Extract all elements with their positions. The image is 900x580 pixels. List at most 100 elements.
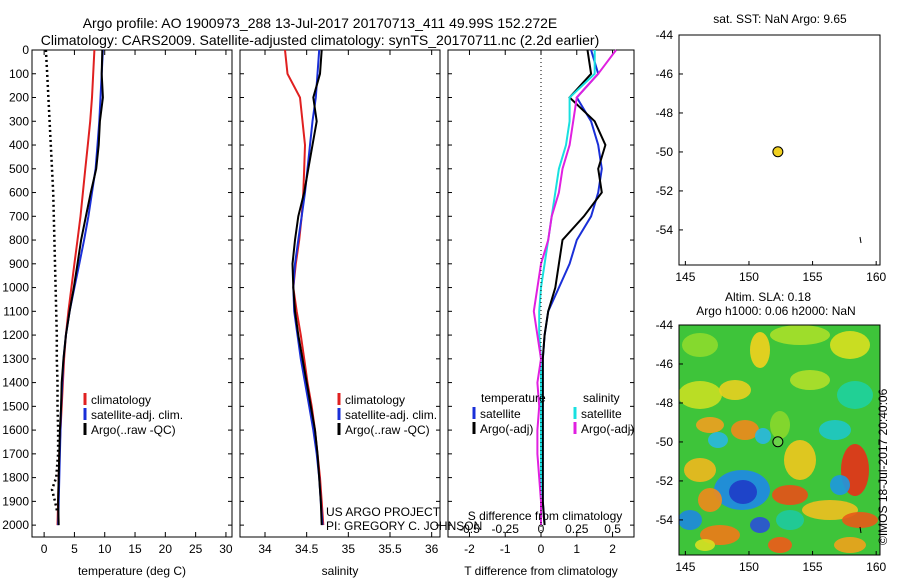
sla-anomaly [750,332,770,368]
sla-anomaly [830,331,870,359]
sla-anomaly [770,411,790,439]
y-tick-label: 1100 [3,304,29,318]
x-tick-label: 1 [573,542,580,556]
sla-anomaly [819,420,851,440]
y-tick-label: 400 [9,138,29,152]
x2-tick-label: 0.5 [604,522,621,536]
series-line [57,49,104,526]
x-axis-label: T difference from climatology [464,564,618,578]
watermark: ©IMOS 18-Jul-2017 20:40:06 [876,388,890,545]
y-tick-label: 600 [9,186,29,200]
x-tick-label: 30 [219,542,233,556]
y-tick-label: -52 [656,474,674,488]
temperature-plot: 0 5 10 15 20 25 300100200300400500600700800900… [2,43,233,578]
x-tick-label: 34.5 [295,542,319,556]
header-line-2: Climatology: CARS2009. Satellite-adjuste… [40,32,600,48]
sla-anomaly [842,512,878,528]
x-tick-label: 20 [159,542,173,556]
x-tick-label: 0 [538,542,545,556]
x2-tick-label: 0 [538,522,545,536]
y-tick-label: -46 [656,357,674,371]
legend-label: Argo(..raw -QC) [91,423,176,437]
sla-anomaly [784,440,816,480]
legend-label: Argo(..raw -QC) [345,423,430,437]
sla-anomaly [837,381,873,409]
map-title: Altim. SLA: 0.18 [725,290,811,304]
legend-label: satellite [480,407,521,421]
argo-position-marker [772,146,784,158]
x-tick-label: 160 [866,270,886,284]
y-tick-label: 300 [9,114,29,128]
salinity-plot: 34 34.5 35 35.5 36 salinity climatologysatelli… [239,49,441,578]
x-tick-label: 150 [739,560,759,574]
sla-anomaly [708,432,728,448]
y-tick-label: 1900 [2,494,29,508]
x-tick-label: 155 [803,560,823,574]
sla-anomaly [682,333,718,357]
y-tick-label: -44 [656,318,674,332]
map-title: sat. SST: NaN Argo: 9.65 [713,12,847,26]
y-tick-label: -44 [656,28,674,42]
sst-map: sat. SST: NaN Argo: 9.65 145 150 155 160 -44 -… [656,12,887,284]
coast-mark [859,526,862,534]
x-tick-label: 2 [609,542,616,556]
sla-anomaly [750,517,770,533]
sla-anomaly [729,480,757,504]
y-tick-label: 900 [9,257,29,271]
sla-anomaly [698,488,722,512]
difference-plot: -2 -1 0 1 2 T difference from climatology -0.5… [447,49,635,578]
y-tick-label: -54 [656,513,674,527]
legend-label: Argo(-adj) [480,422,533,436]
x-tick-label: 0 [41,542,48,556]
sla-anomaly [770,325,830,345]
series-line [57,49,104,526]
sla-anomaly [772,485,808,505]
x-tick-label: 155 [803,270,823,284]
y-tick-label: 1700 [2,447,29,461]
legend-label: Argo(-adj) [581,422,634,436]
series-line [538,50,596,526]
sla-anomaly [731,420,759,440]
y-tick-label: -48 [656,396,674,410]
sla-anomaly [679,510,702,530]
sla-anomaly [679,381,722,409]
x-tick-label: 36 [425,542,439,556]
y-tick-label: -50 [656,435,674,449]
sla-anomaly [695,539,715,551]
y-tick-label: 0 [22,43,29,57]
x-tick-label: 25 [189,542,203,556]
x-tick-label: 150 [739,270,759,284]
credit-pi: PI: GREGORY C. JOHNSON [326,519,482,533]
y-tick-label: 1500 [2,399,29,413]
x-tick-label: 35.5 [378,542,402,556]
sla-anomaly [802,500,858,520]
x-tick-label: 145 [675,560,695,574]
map-frame [678,34,881,266]
x-axis-label: temperature (deg C) [78,564,186,578]
legend-label: satellite-adj. clim. [345,408,437,422]
y-tick-label: 1300 [2,352,29,366]
x-tick-label: 35 [342,542,356,556]
y-tick-label: 2000 [2,518,29,532]
credit-project: US ARGO PROJECT [326,505,441,519]
map-subtitle: Argo h1000: 0.06 h2000: NaN [696,304,855,318]
x2-tick-label: 0.25 [565,522,589,536]
y-tick-label: 1000 [2,281,29,295]
plot-frame [31,49,233,538]
series-line [44,49,60,514]
plot-frame [239,49,441,538]
sla-anomaly [834,537,866,553]
y-tick-label: -54 [656,223,674,237]
series-line [56,49,96,526]
y-tick-label: -46 [656,67,674,81]
sla-anomaly [830,475,850,495]
y-tick-label: -52 [656,184,674,198]
x-tick-label: -2 [464,542,475,556]
series-line [291,49,323,526]
y-tick-label: 1400 [2,376,29,390]
x-axis-label: salinity [322,564,359,578]
x-tick-label: -1 [500,542,511,556]
header-line-1: Argo profile: AO 1900973_288 13-Jul-2017… [82,15,558,31]
x2-axis-label: S difference from climatology [468,509,623,523]
